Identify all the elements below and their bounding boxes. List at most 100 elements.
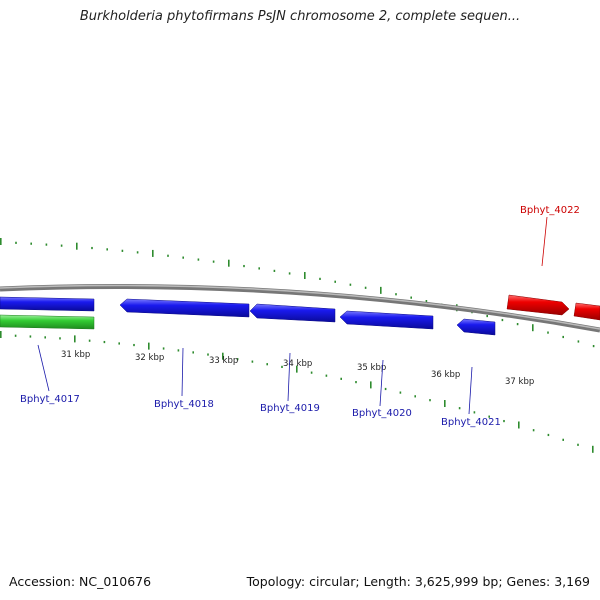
inner-tick-minor [310,371,313,374]
inner-tick-minor [192,351,194,354]
outer-tick-minor [577,340,580,343]
outer-tick-minor [288,272,291,275]
gene-arrow-bphyt-4019[interactable] [249,303,336,323]
inner-tick-major [74,335,76,343]
inner-tick-minor [547,433,550,437]
outer-tick-minor [273,269,276,272]
outer-tick-minor [30,242,32,245]
inner-tick-minor [458,407,461,410]
inner-tick-minor [29,335,32,338]
outer-tick-minor [182,256,184,259]
gene-arrow-bphyt-4022[interactable] [506,294,570,316]
rna-gene-arrow[interactable] [0,314,95,330]
inner-tick-minor [133,343,135,347]
outer-tick-major [76,242,78,250]
inner-tick-major [444,400,446,408]
inner-tick-minor [340,377,342,380]
outer-tick-minor [349,283,352,286]
outer-tick-minor [516,323,519,326]
outer-tick-minor [121,249,124,252]
inner-tick-minor [429,399,431,402]
inner-tick-minor [414,395,416,398]
inner-tick-minor [88,339,91,342]
chromosome-backbone [0,283,600,333]
inner-tick-minor [103,340,106,344]
outer-tick-minor [562,335,564,339]
genome-summary-text: Topology: circular; Length: 3,625,999 bp… [246,574,590,589]
outer-tick-minor [319,277,321,280]
inner-tick-minor [162,347,165,350]
inner-tick-minor [59,337,61,340]
outer-tick-major [304,272,306,280]
outer-tick-minor [243,264,245,268]
inner-tick-minor [266,363,268,366]
inner-tick-minor [251,360,254,363]
outer-tick-minor [395,293,397,296]
outer-tick-minor [106,248,108,251]
inner-tick-minor [355,381,357,384]
scale-label-32kbp: 32 kbp [135,353,164,363]
inner-tick-minor [399,391,402,394]
inner-tick-minor [14,334,17,337]
inner-tick-minor [177,349,180,352]
outer-tick-minor [592,344,595,348]
scale-label-31kbp: 31 kbp [61,350,90,360]
outer-tick-major [228,259,230,267]
outer-tick-minor [425,300,428,303]
inner-tick-major [518,421,520,429]
inner-tick-minor [577,443,579,446]
inner-tick-minor [384,387,387,391]
outer-tick-major [0,238,2,245]
leader-line-bphyt-4017 [37,344,50,392]
outer-tick-ring [0,238,595,348]
gene-label-bphyt-4018[interactable]: Bphyt_4018 [154,399,214,410]
outer-tick-minor [501,318,504,322]
gene-arrow-next-forward[interactable] [573,302,600,321]
inner-tick-major [592,445,594,453]
inner-tick-minor [281,365,283,369]
scale-label-33kbp: 33 kbp [209,356,238,366]
inner-tick-ring [0,331,594,453]
gene-label-bphyt-4017[interactable]: Bphyt_4017 [20,394,80,405]
inner-tick-major [296,365,298,373]
outer-tick-minor [547,331,549,334]
gene-arrow-bphyt-4018[interactable] [119,298,250,318]
gene-label-bphyt-4022[interactable]: Bphyt_4022 [520,205,580,216]
accession-text: Accession: NC_010676 [9,574,152,589]
scale-label-37kbp: 37 kbp [505,377,534,387]
gene-arrow-bphyt-4021[interactable] [456,318,496,336]
outer-tick-minor [410,296,412,299]
leader-line-bphyt-4021 [468,366,473,415]
inner-tick-minor [236,358,239,361]
scale-label-36kbp: 36 kbp [431,370,460,380]
leader-line-bphyt-4018 [181,347,184,397]
scale-label-35kbp: 35 kbp [357,363,386,373]
scale-label-34kbp: 34 kbp [283,359,312,369]
outer-tick-major [532,324,534,332]
leader-line-bphyt-4022 [541,216,548,267]
outer-tick-minor [212,260,215,263]
inner-tick-minor [562,438,564,441]
outer-tick-major [152,249,154,257]
outer-tick-minor [364,286,367,289]
outer-tick-minor [15,241,17,244]
inner-tick-minor [532,429,535,432]
gene-label-bphyt-4020[interactable]: Bphyt_4020 [352,408,412,419]
outer-tick-minor [136,251,139,254]
outer-tick-minor [91,246,93,250]
outer-tick-minor [197,258,200,261]
outer-tick-minor [60,244,63,247]
inner-tick-major [148,342,150,350]
inner-tick-minor [488,415,490,418]
outer-tick-minor [486,314,488,318]
inner-tick-minor [325,374,328,377]
leader-line-bphyt-4020 [379,359,384,407]
inner-tick-major [0,331,2,338]
gene-label-bphyt-4019[interactable]: Bphyt_4019 [260,403,320,414]
inner-tick-minor [207,353,209,356]
gene-label-bphyt-4021[interactable]: Bphyt_4021 [441,417,501,428]
outer-tick-minor [258,267,260,270]
gene-arrow-bphyt-4020[interactable] [339,310,434,330]
gene-arrow-bphyt-4017[interactable] [0,296,95,312]
